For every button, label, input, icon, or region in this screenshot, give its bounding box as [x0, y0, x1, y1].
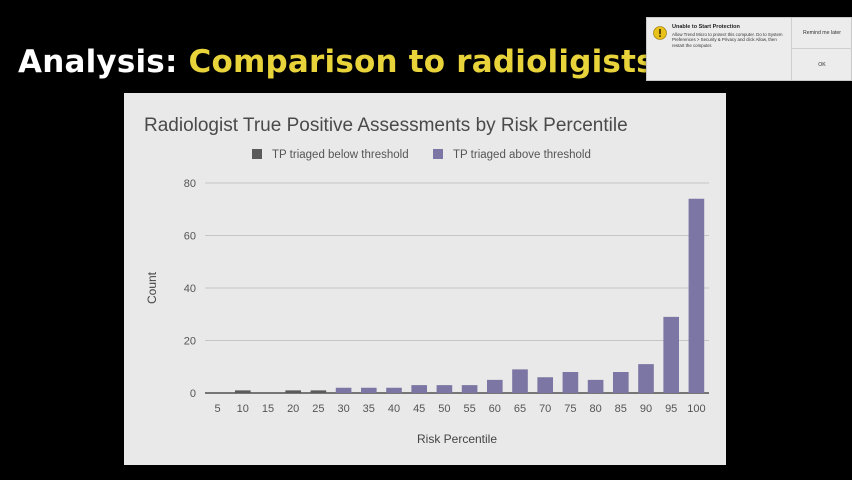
warning-shield-icon: [653, 26, 667, 40]
legend-label: TP triaged below threshold: [272, 149, 409, 161]
x-tick-label: 35: [363, 403, 375, 415]
legend-swatch: [252, 149, 262, 159]
x-tick-label: 15: [262, 403, 274, 415]
x-tick-label: 100: [687, 403, 705, 415]
legend-swatch: [433, 149, 443, 159]
y-tick-label: 60: [184, 231, 196, 243]
x-tick-label: 80: [589, 403, 601, 415]
notification-popup: Unable to Start Protection Allow Trend M…: [646, 17, 852, 81]
bar: [310, 390, 327, 393]
x-tick-label: 40: [388, 403, 400, 415]
x-tick-label: 90: [640, 403, 652, 415]
x-tick-label: 45: [413, 403, 425, 415]
notification-title: Unable to Start Protection: [672, 24, 740, 30]
legend-label: TP triaged above threshold: [453, 149, 591, 161]
notification-message: Allow Trend Micro to protect this comput…: [672, 32, 783, 48]
bar: [512, 369, 528, 393]
bar: [461, 385, 478, 393]
y-tick-label: 20: [184, 336, 196, 348]
x-tick-label: 10: [237, 403, 249, 415]
ok-button[interactable]: OK: [818, 61, 826, 68]
bar: [234, 390, 251, 393]
notification-actions: Remind me later OK: [791, 18, 852, 80]
slide-title-prefix: Analysis:: [18, 44, 189, 80]
y-tick-label: 80: [184, 178, 196, 190]
chart-panel: Radiologist True Positive Assessments by…: [124, 93, 726, 465]
bar: [486, 379, 503, 393]
bar: [663, 316, 680, 393]
bar: [612, 372, 629, 393]
bar: [537, 377, 554, 393]
x-tick-label: 75: [564, 403, 576, 415]
x-tick-label: 85: [615, 403, 627, 415]
x-tick-label: 70: [539, 403, 551, 415]
y-axis-label: Count: [145, 271, 159, 304]
x-tick-label: 60: [489, 403, 501, 415]
y-tick-label: 0: [190, 388, 196, 400]
x-tick-label: 50: [438, 403, 450, 415]
bar: [360, 387, 377, 393]
chart-title: Radiologist True Positive Assessments by…: [144, 115, 628, 136]
bar: [335, 387, 352, 393]
x-tick-label: 20: [287, 403, 299, 415]
notification-body: Unable to Start Protection Allow Trend M…: [672, 24, 790, 48]
bar: [587, 379, 604, 393]
bar: [436, 385, 453, 393]
remind-later-button[interactable]: Remind me later: [792, 18, 852, 49]
x-tick-label: 30: [337, 403, 349, 415]
x-tick-label: 55: [463, 403, 475, 415]
bar-chart: Radiologist True Positive Assessments by…: [144, 115, 709, 446]
x-axis-label: Risk Percentile: [417, 432, 497, 446]
y-tick-label: 40: [184, 283, 196, 295]
x-tick-label: 5: [215, 403, 221, 415]
slide-title-highlight: Comparison to radioligists: [188, 44, 655, 80]
bar: [562, 372, 579, 393]
slide-title: Analysis: Comparison to radioligists: [18, 40, 655, 84]
bar: [638, 364, 654, 393]
bar: [386, 387, 402, 393]
x-tick-label: 25: [312, 403, 324, 415]
x-tick-label: 95: [665, 403, 677, 415]
bar: [285, 390, 302, 393]
bar: [688, 198, 705, 393]
bar: [411, 385, 428, 393]
x-tick-label: 65: [514, 403, 526, 415]
